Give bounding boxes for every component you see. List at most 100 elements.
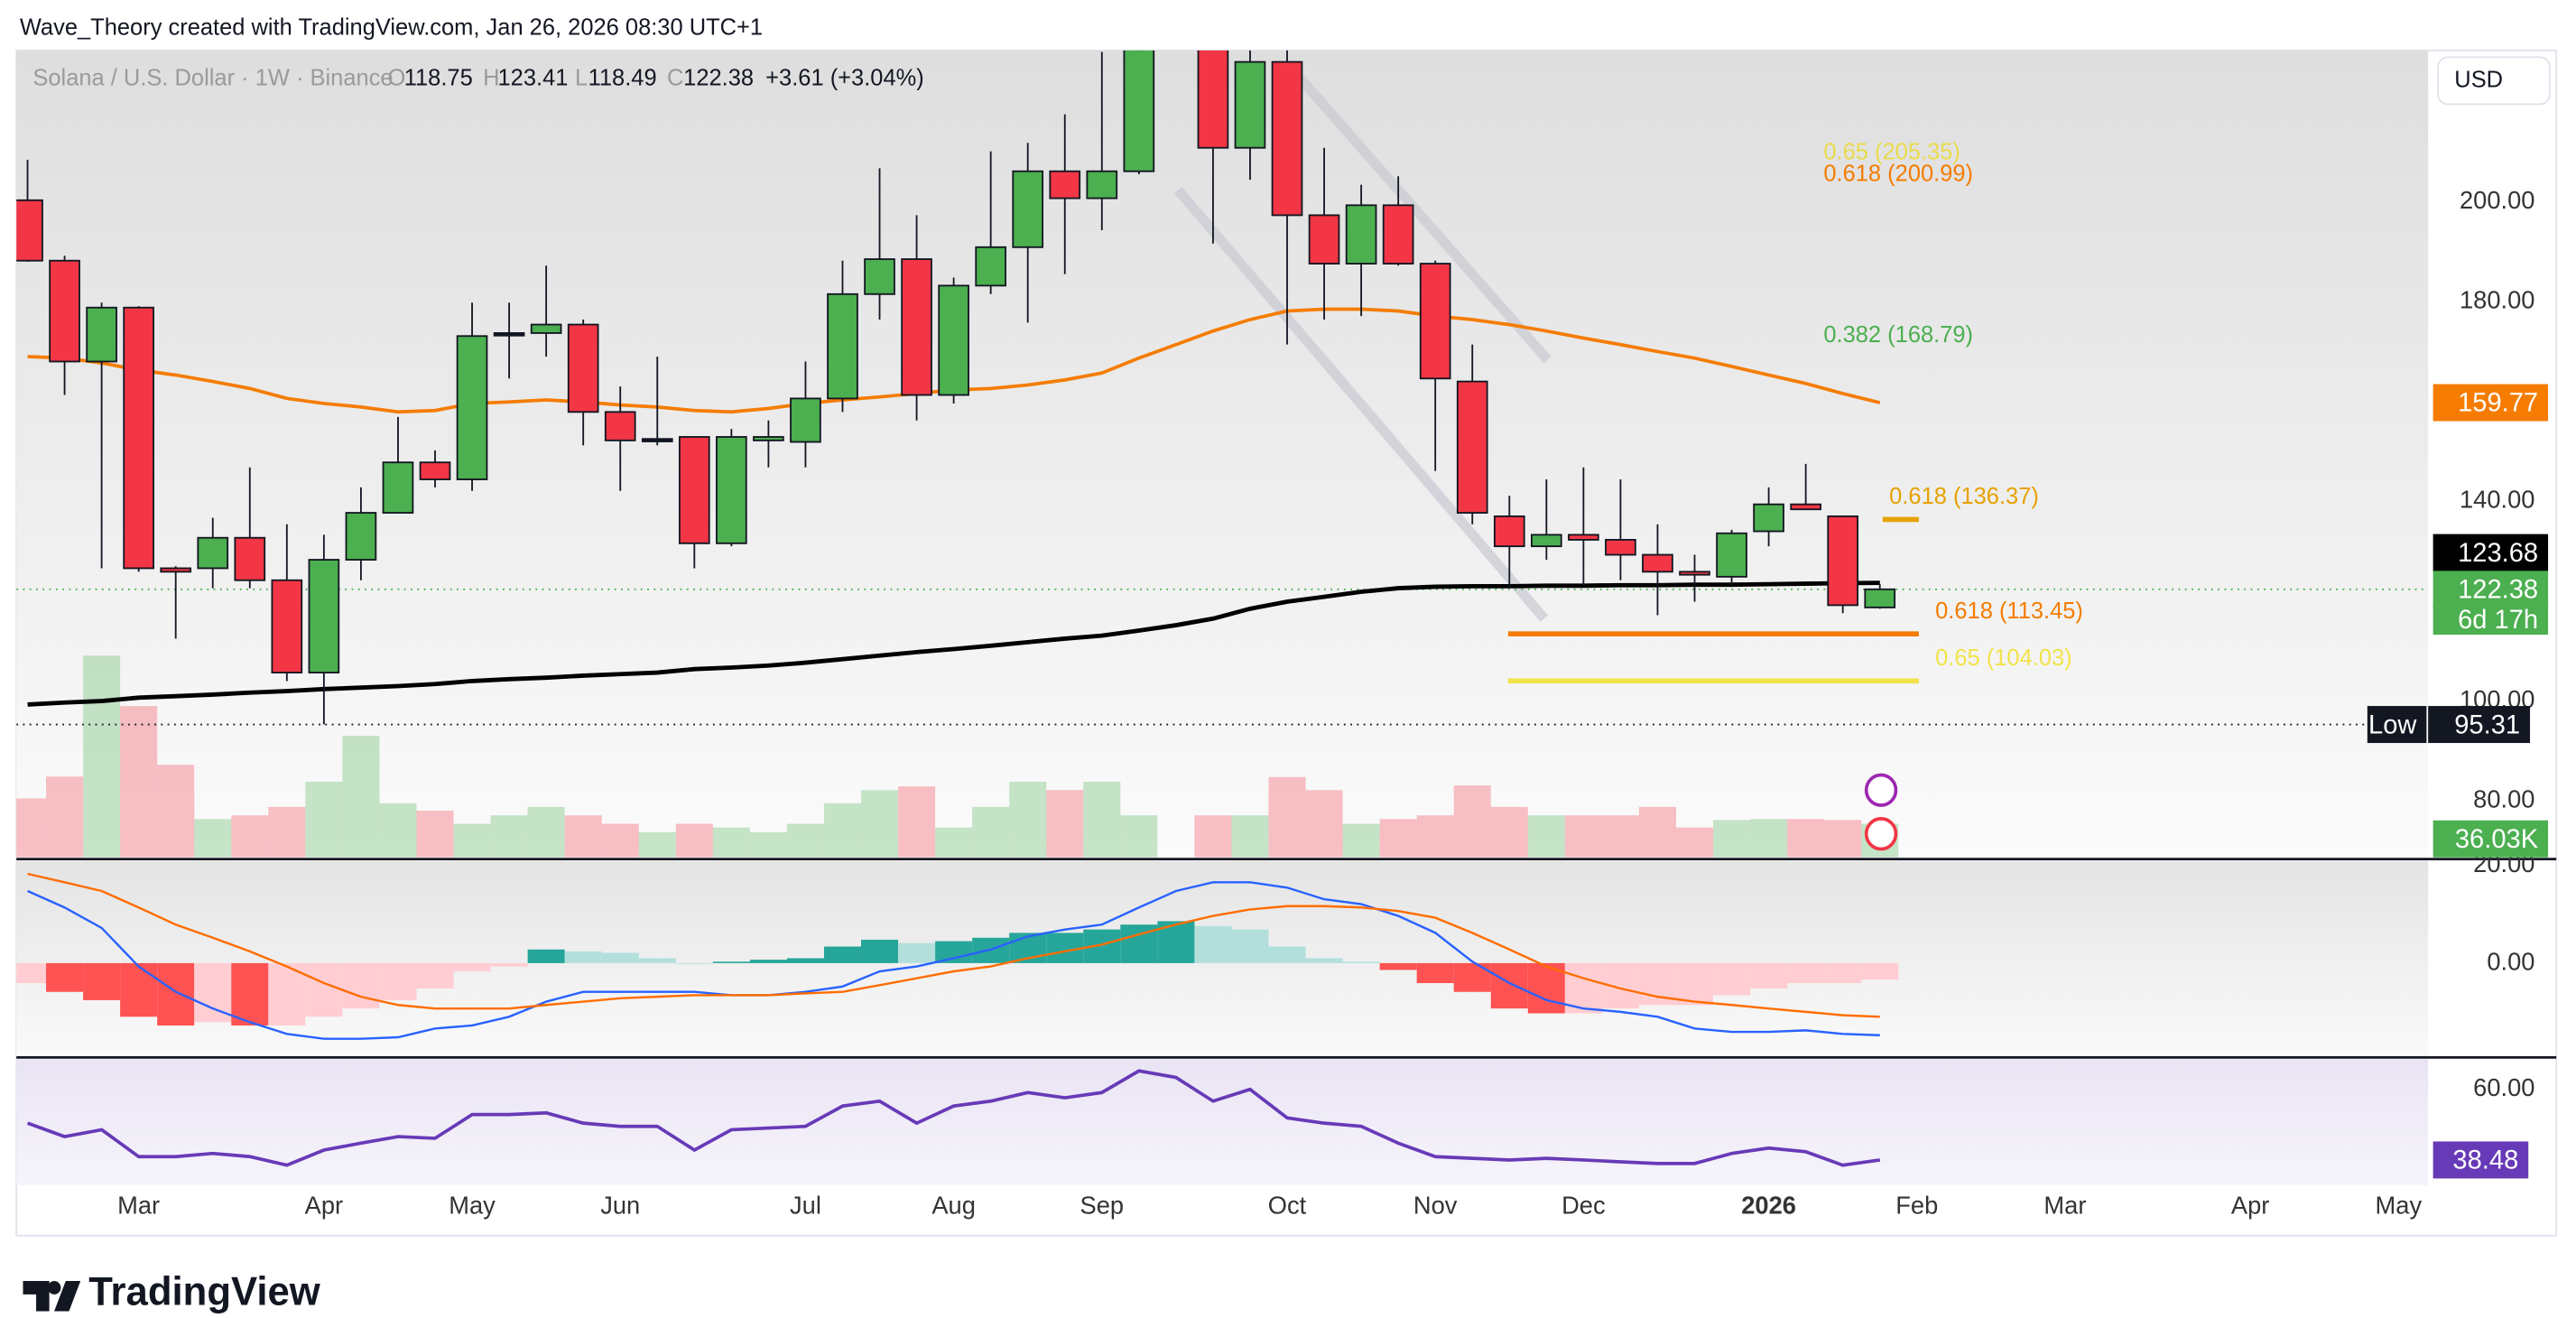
volume-bar (1787, 819, 1825, 858)
volume-bar (749, 831, 787, 858)
volume-layer (16, 655, 1899, 858)
candle-body (1086, 170, 1118, 200)
channel-line (1173, 186, 1549, 622)
price-layer: 0.65 (205.35)0.618 (200.99) 0.382 (168.79… (16, 50, 2429, 726)
candle-body (1345, 204, 1377, 265)
volume-bar (1120, 815, 1158, 858)
volume-bar (83, 655, 121, 858)
ohlc-value: 122.38 (683, 65, 754, 90)
y-tick-label: 80.00 (2473, 784, 2534, 812)
candle-body (1827, 515, 1859, 607)
symbol-title: Solana / U.S. Dollar · 1W · Binance (32, 65, 393, 90)
volume-bar (1564, 815, 1602, 858)
candle-body (456, 335, 488, 480)
candle-body (1271, 60, 1303, 217)
volume-bar (1009, 781, 1047, 858)
macd-histogram-bar (1750, 962, 1788, 988)
candle-body (790, 397, 821, 443)
ohlc-value: 118.75 (404, 65, 473, 90)
macd-histogram-bar (83, 962, 121, 1000)
y-tick-label: 140.00 (2460, 485, 2534, 513)
candle-body (1234, 60, 1266, 149)
last-price-bg (2432, 571, 2549, 608)
candle-body (1642, 553, 1673, 573)
volume-bar (120, 706, 158, 858)
volume-bar (416, 811, 454, 858)
volume-bar (1713, 820, 1751, 858)
macd-histogram-bar (786, 958, 824, 963)
macd-histogram-bar (527, 949, 565, 963)
volume-bar (564, 815, 602, 858)
ohlc-value: 118.49 (588, 65, 657, 90)
channel (1173, 72, 1552, 622)
candle-body (160, 567, 192, 573)
volume-bar (1527, 815, 1565, 858)
volume-bar (1824, 820, 1862, 858)
macd-line (27, 881, 1880, 1040)
macd-histogram-bar (1490, 962, 1528, 1009)
volume-bar (898, 786, 936, 858)
ema200-value-bg (2432, 534, 2549, 571)
candle-body (753, 436, 784, 441)
rsi-tick-label: 60.00 (2473, 1073, 2534, 1101)
candle-body (1716, 532, 1747, 578)
x-tick-label: Mar (117, 1191, 160, 1219)
volume-bar (972, 806, 1010, 858)
x-tick-label: Jun (600, 1191, 640, 1219)
macd-histogram-bar (1713, 962, 1751, 996)
candle-body (1790, 503, 1821, 511)
x-tick-label: 2026 (1741, 1191, 1796, 1219)
candle-body (1864, 588, 1896, 608)
volume-bar (675, 823, 713, 858)
macd-histogram-bar (1824, 962, 1862, 984)
volume-bar (712, 827, 750, 858)
candle-body (641, 438, 673, 442)
candle-body (1568, 534, 1599, 541)
currency-button-text[interactable]: USD (2454, 67, 2503, 92)
y-tick-label: 200.00 (2460, 186, 2534, 214)
macd-histogram-bar (1453, 962, 1491, 992)
currency-button[interactable]: USD (2437, 56, 2551, 106)
low-label-bg (2367, 706, 2427, 744)
candle-body (49, 259, 80, 363)
macd-histogram-bar (861, 939, 899, 963)
candle-body (123, 306, 154, 570)
ohlc-letter: H (483, 65, 499, 90)
currency-button-bg[interactable] (2437, 56, 2551, 106)
x-tick-label: Sep (1080, 1191, 1125, 1219)
volume-bar (1379, 819, 1417, 858)
volume-bar (157, 765, 195, 858)
candle-body (1049, 170, 1081, 200)
countdown: 6d 17h (2458, 605, 2538, 635)
candle-body (938, 284, 969, 396)
volume-bar (1194, 815, 1232, 858)
macd-histogram-bar (638, 958, 676, 963)
x-tick-label: May (449, 1191, 496, 1219)
macd-histogram-bar (120, 962, 158, 1017)
macd-histogram-bar (823, 946, 862, 963)
candle-body (234, 536, 266, 581)
macd-histogram-bar (157, 962, 195, 1026)
candle-body (271, 579, 303, 674)
volume-bar (786, 823, 824, 858)
x-tick-label: May (2376, 1191, 2423, 1219)
macd-histogram-bar (231, 962, 269, 1026)
candle-body (1012, 170, 1044, 248)
volume-bar (46, 776, 84, 858)
volume-bar (379, 803, 417, 858)
x-tick-label: Mar (2043, 1191, 2086, 1219)
ohlc-letter: O (388, 65, 406, 90)
rsi-value-bg (2432, 1141, 2529, 1179)
candle-body (604, 411, 636, 441)
macd-histogram-bar (749, 960, 787, 963)
volume-bar (1675, 827, 1714, 858)
fib-label: 0.618 (136.37) (1889, 484, 2039, 509)
candle-body (197, 536, 229, 570)
volume-bar (1416, 815, 1454, 858)
candle-body (864, 258, 895, 295)
ohlc-letter: C (667, 65, 683, 90)
main-pane (16, 50, 2429, 858)
